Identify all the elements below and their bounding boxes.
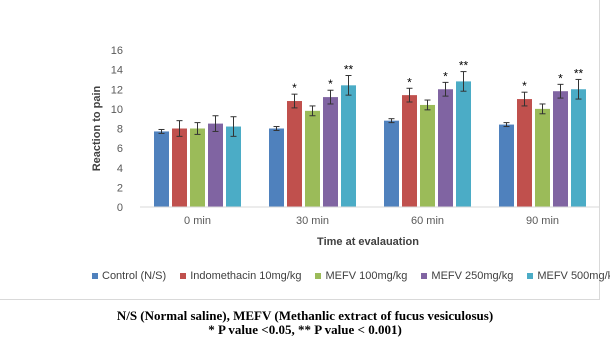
legend-swatch (180, 273, 187, 279)
significance-label: * (558, 71, 563, 85)
bar (571, 89, 586, 207)
y-axis-label: Reaction to pain (91, 85, 103, 171)
figure-caption: N/S (Normal saline), MEFV (Methanlic ext… (0, 309, 610, 337)
bar (269, 128, 284, 207)
significance-label: * (443, 69, 448, 83)
bar (438, 89, 453, 207)
legend-item: Control (N/S) (92, 270, 166, 282)
y-tick-label: 0 (117, 202, 123, 214)
y-tick-label: 2 (117, 182, 123, 194)
significance-label: ** (459, 59, 469, 73)
y-tick-label: 4 (117, 163, 123, 175)
bar (226, 126, 241, 207)
bar (535, 108, 550, 207)
legend-item: MEFV 250mg/kg (421, 270, 513, 282)
y-tick-label: 14 (111, 65, 123, 77)
y-tick-label: 12 (111, 84, 123, 96)
legend-swatch (315, 273, 322, 279)
legend-item: MEFV 500mg/kg (527, 270, 610, 282)
bar (305, 110, 320, 207)
y-tick-label: 8 (117, 124, 123, 136)
legend-label: MEFV 100mg/kg (325, 270, 408, 282)
bar (323, 97, 338, 207)
x-tick-label: 0 min (184, 215, 211, 227)
x-tick-label: 60 min (411, 215, 444, 227)
caption-line-1: N/S (Normal saline), MEFV (Methanlic ext… (116, 308, 494, 323)
significance-label: ** (344, 63, 354, 77)
bar (287, 101, 302, 207)
bar (154, 131, 169, 207)
significance-label: * (292, 81, 297, 95)
legend-item: MEFV 100mg/kg (315, 270, 407, 282)
bar (341, 85, 356, 207)
legend-label: MEFV 250mg/kg (431, 270, 514, 282)
y-tick-label: 10 (111, 104, 123, 116)
legend-label: Control (N/S) (102, 270, 167, 282)
bar (172, 128, 187, 207)
bar (499, 124, 514, 207)
chart-frame (0, 0, 600, 300)
x-tick-label: 90 min (526, 215, 559, 227)
bar (402, 95, 417, 207)
legend-swatch (92, 273, 98, 279)
bar (384, 120, 399, 207)
caption-line-2: * P value <0.05, ** P value < 0.001) (208, 322, 402, 337)
bar (553, 91, 568, 207)
x-axis-label: Time at evalauation (317, 236, 419, 248)
y-tick-label: 16 (111, 45, 123, 57)
bar (208, 123, 223, 207)
significance-label: * (407, 75, 412, 89)
bar (420, 104, 435, 207)
x-tick-label: 30 min (296, 215, 329, 227)
significance-label: ** (574, 66, 584, 80)
bar (456, 81, 471, 207)
chart-legend: Control (N/S) Indomethacin 10mg/kg MEFV 10… (92, 270, 610, 282)
bar (190, 128, 205, 207)
y-tick-label: 6 (117, 143, 123, 155)
legend-label: Indomethacin 10mg/kg (190, 270, 302, 282)
legend-swatch (421, 273, 428, 279)
legend-label: MEFV 500mg/kg (537, 270, 610, 282)
legend-swatch (527, 273, 534, 279)
bar (517, 99, 532, 207)
legend-item: Indomethacin 10mg/kg (180, 270, 301, 282)
significance-label: * (522, 79, 527, 93)
significance-label: * (328, 77, 333, 91)
